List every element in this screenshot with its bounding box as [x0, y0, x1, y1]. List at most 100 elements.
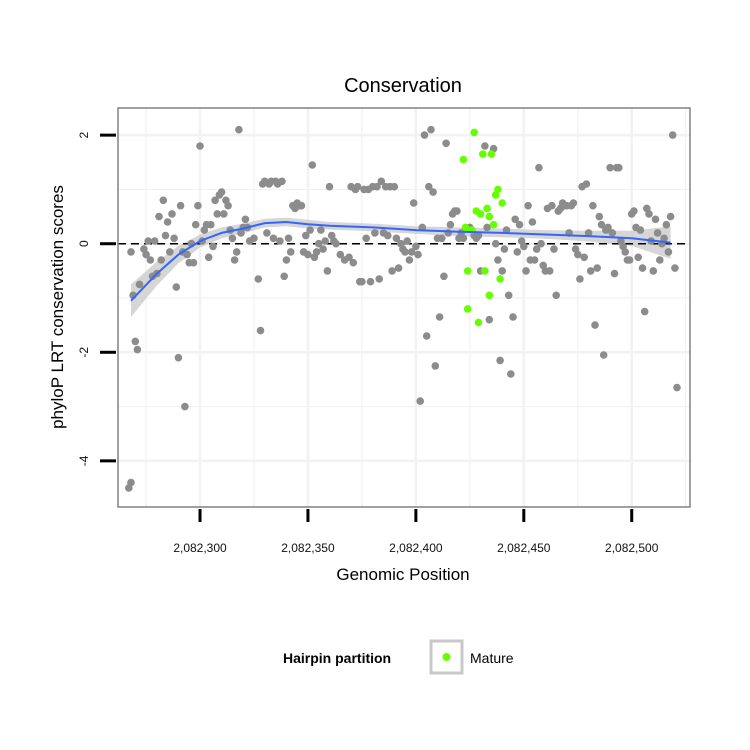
- data-point: [211, 196, 219, 205]
- legend-key-box: [429, 639, 464, 675]
- data-point: [127, 478, 135, 487]
- data-point: [155, 212, 163, 221]
- data-point: [191, 220, 200, 229]
- data-point-mature: [463, 267, 472, 275]
- data-point: [254, 275, 263, 283]
- data-point: [362, 234, 371, 243]
- data-point: [671, 264, 679, 272]
- data-point-mature: [487, 150, 496, 158]
- data-point: [168, 210, 176, 218]
- data-point: [373, 182, 381, 191]
- data-point-mature: [485, 212, 494, 221]
- data-point: [181, 402, 189, 411]
- points-mature: [459, 128, 507, 327]
- data-point: [582, 180, 591, 188]
- data-point: [666, 212, 675, 221]
- y-tick-label: 2: [77, 131, 91, 138]
- data-point: [606, 163, 614, 172]
- data-point: [204, 253, 213, 262]
- data-point: [321, 237, 330, 245]
- data-point: [425, 182, 433, 191]
- data-point: [515, 220, 524, 229]
- data-point: [649, 267, 658, 275]
- data-point: [420, 131, 429, 139]
- legend: Hairpin partition Mature: [283, 639, 514, 675]
- data-point: [131, 337, 140, 346]
- data-point: [431, 362, 440, 370]
- data-point: [163, 218, 172, 226]
- data-point: [584, 229, 593, 237]
- y-tick-label: -4: [77, 455, 91, 466]
- data-point-mature: [494, 185, 502, 194]
- data-point: [589, 201, 597, 210]
- data-point: [660, 234, 668, 243]
- data-point: [656, 256, 664, 264]
- data-point: [662, 220, 671, 229]
- data-point: [520, 242, 528, 251]
- data-point: [640, 307, 649, 316]
- data-point: [528, 218, 537, 226]
- x-tick-label: 2,082,450: [497, 541, 551, 555]
- data-point: [142, 250, 150, 259]
- data-point: [511, 215, 519, 224]
- legend-label-mature: Mature: [470, 650, 514, 666]
- data-point: [638, 264, 647, 272]
- data-point: [284, 234, 293, 243]
- data-point: [401, 248, 409, 256]
- data-point: [504, 291, 513, 300]
- data-point-mature: [485, 291, 494, 300]
- data-point: [615, 163, 623, 172]
- data-point: [224, 201, 232, 210]
- data-point: [608, 229, 617, 237]
- data-point: [636, 226, 645, 234]
- smooth-trend-line: [130, 220, 671, 302]
- data-point: [332, 239, 340, 248]
- data-point: [422, 332, 431, 340]
- data-point: [325, 182, 334, 191]
- data-point: [405, 256, 414, 264]
- data-point-mature: [470, 128, 479, 137]
- data-point: [630, 207, 638, 215]
- chart-title: Conservation: [344, 75, 462, 97]
- data-point: [513, 248, 522, 256]
- data-point: [498, 267, 507, 275]
- data-point: [446, 220, 455, 229]
- data-point-mature: [459, 155, 468, 164]
- data-point-mature: [498, 199, 507, 207]
- data-point: [358, 277, 366, 286]
- data-point: [673, 383, 681, 392]
- data-point: [414, 250, 422, 259]
- data-point: [388, 267, 396, 275]
- data-point: [412, 242, 420, 251]
- data-point: [207, 220, 215, 229]
- data-point: [392, 234, 401, 243]
- data-point: [159, 196, 168, 205]
- data-point: [651, 215, 660, 224]
- y-axis-label: phyloP LRT conservation scores: [48, 185, 67, 429]
- data-point: [595, 212, 604, 221]
- data-point: [664, 248, 673, 256]
- data-point: [217, 188, 226, 196]
- data-point: [409, 199, 418, 207]
- data-point-mature: [483, 204, 491, 213]
- data-point: [403, 237, 412, 245]
- data-point: [282, 256, 291, 264]
- data-point: [302, 231, 310, 240]
- data-point: [312, 248, 321, 256]
- data-point: [545, 267, 554, 275]
- data-point: [537, 239, 545, 248]
- data-point: [548, 201, 556, 210]
- data-point: [228, 234, 237, 243]
- data-point: [250, 234, 258, 243]
- data-point: [166, 248, 174, 256]
- data-point: [174, 353, 183, 362]
- data-point: [170, 234, 178, 243]
- data-point-mature: [489, 220, 498, 229]
- x-axis: 2,082,300 2,082,350 2,082,400 2,082,450 2,08…: [173, 509, 659, 555]
- data-point: [507, 370, 515, 378]
- data-point: [366, 277, 375, 286]
- data-point: [189, 258, 198, 267]
- data-point: [384, 231, 392, 240]
- data-point: [435, 313, 444, 321]
